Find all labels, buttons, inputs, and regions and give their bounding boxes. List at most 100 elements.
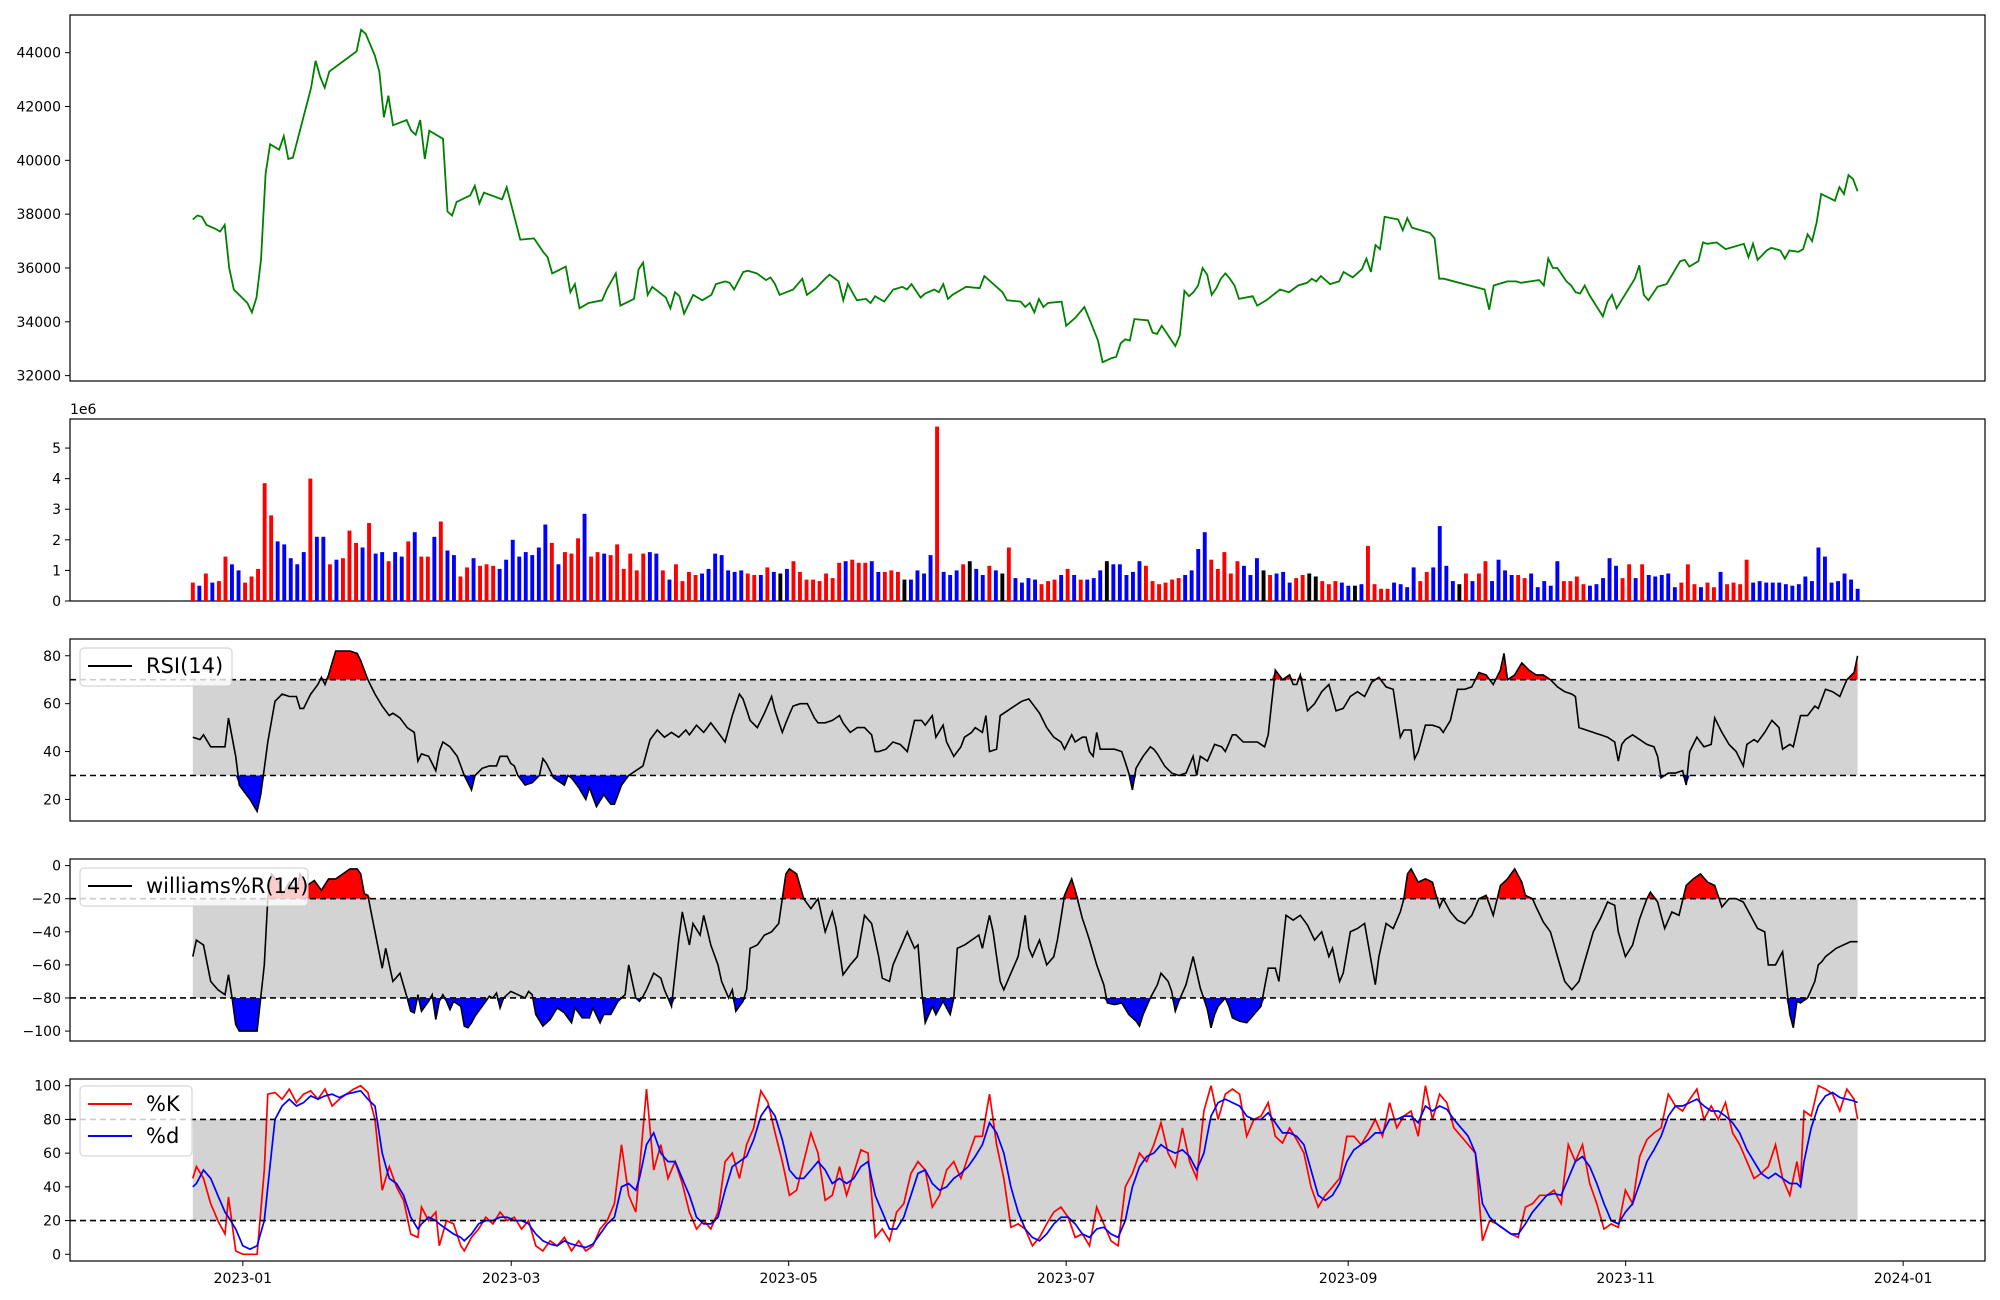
volume-bar [236,570,241,601]
volume-bar [811,579,815,601]
x-tick-label: 2023-09 [1319,1271,1378,1287]
volume-bar [967,561,972,601]
volume-ytick-label: 2 [52,533,61,549]
volume-bar [615,544,620,601]
volume-bar [269,515,274,601]
volume-bar [1823,556,1827,601]
volume-bar [465,567,469,601]
volume-bar [1457,584,1462,601]
volume-bar [314,536,319,601]
volume-bar [1046,581,1050,601]
x-tick-label: 2023-11 [1596,1271,1655,1287]
volume-bar [1379,588,1383,601]
volume-ytick-label: 0 [52,594,61,610]
volume-bar [1751,582,1756,601]
volume-bar [1209,559,1214,601]
rsi-ytick-label: 20 [43,792,61,808]
volume-bar [452,555,456,601]
volume-bar [1477,573,1481,601]
volume-bar [804,579,809,601]
volume-bar [824,573,828,601]
volume-bar [1444,565,1449,601]
volume-bar [1052,579,1057,601]
williams-band [192,898,1858,998]
volume-bar [752,575,757,601]
volume-bar [223,556,228,601]
volume-bar [341,558,345,601]
stochastic-ytick-label: 20 [43,1214,61,1230]
volume-bar [458,576,463,601]
volume-bar [1196,549,1201,601]
volume-bar [628,553,633,601]
volume-bar [1437,526,1442,601]
volume-bar [1274,573,1279,601]
volume-bar [432,536,437,601]
stochastic-ytick-label: 40 [43,1180,61,1196]
volume-bar [1353,585,1357,601]
volume-bar [412,532,417,601]
x-tick-label: 2023-03 [482,1271,541,1287]
volume-bar [1744,559,1749,601]
volume-ytick-label: 1 [52,563,61,579]
volume-bar [1490,581,1494,601]
volume-bar [654,553,659,601]
volume-bar [1764,582,1769,601]
volume-bar [1242,565,1246,601]
volume-bar [367,523,371,601]
volume-bar [360,547,365,601]
volume-bar [243,582,247,601]
rsi-line [192,650,1859,814]
volume-bar [1659,575,1664,601]
williams-ytick-label: 0 [52,859,61,875]
williams-oversold-fill [192,998,1858,1032]
williams-ytick-label: −80 [31,991,61,1007]
rsi-frame [69,638,1986,822]
rsi-ytick-label: 60 [43,697,61,713]
volume-bar [765,567,770,601]
volume-bar [256,568,260,601]
volume-bar [882,571,887,601]
volume-bar [1026,578,1031,601]
volume-bar [687,571,691,601]
volume-bar [1366,545,1370,601]
volume-bar [582,513,587,601]
volume-bar [1777,582,1782,601]
volume-bar [1855,588,1860,601]
volume-bar [328,564,332,601]
volume-bar [1535,587,1540,601]
volume-bar [510,539,515,601]
volume-bar [197,585,202,601]
volume-bar [928,555,933,601]
volume-bar [674,564,678,601]
volume-bar [1020,582,1024,601]
x-tick-label: 2023-07 [1037,1271,1096,1287]
volume-bar [700,573,704,601]
price-line [192,28,1859,364]
price-ytick-label: 42000 [16,100,61,116]
volume-bar [1039,584,1044,601]
volume-bar [425,556,430,601]
volume-bar [726,570,731,601]
volume-bar [987,565,992,601]
volume-bar [1261,570,1266,601]
volume-bar [771,571,776,601]
volume-bar [1679,582,1684,601]
volume-bar [1405,587,1410,601]
price-ytick-label: 36000 [16,261,61,277]
volume-bar [1555,561,1560,601]
volume-bar [1411,567,1416,601]
volume-bar [1163,582,1168,601]
volume-bar [1385,588,1390,601]
volume-bar [1300,575,1305,601]
volume-bar [536,547,541,601]
volume-bar [719,555,724,601]
volume-bar [974,568,979,601]
volume-bar [321,536,326,601]
volume-bar [1503,570,1507,601]
volume-bar [419,556,424,601]
volume-bar [830,578,835,601]
volume-bar [1144,565,1148,601]
volume-bar [909,579,913,601]
volume-bar [1633,578,1638,601]
volume-bar [563,552,567,601]
